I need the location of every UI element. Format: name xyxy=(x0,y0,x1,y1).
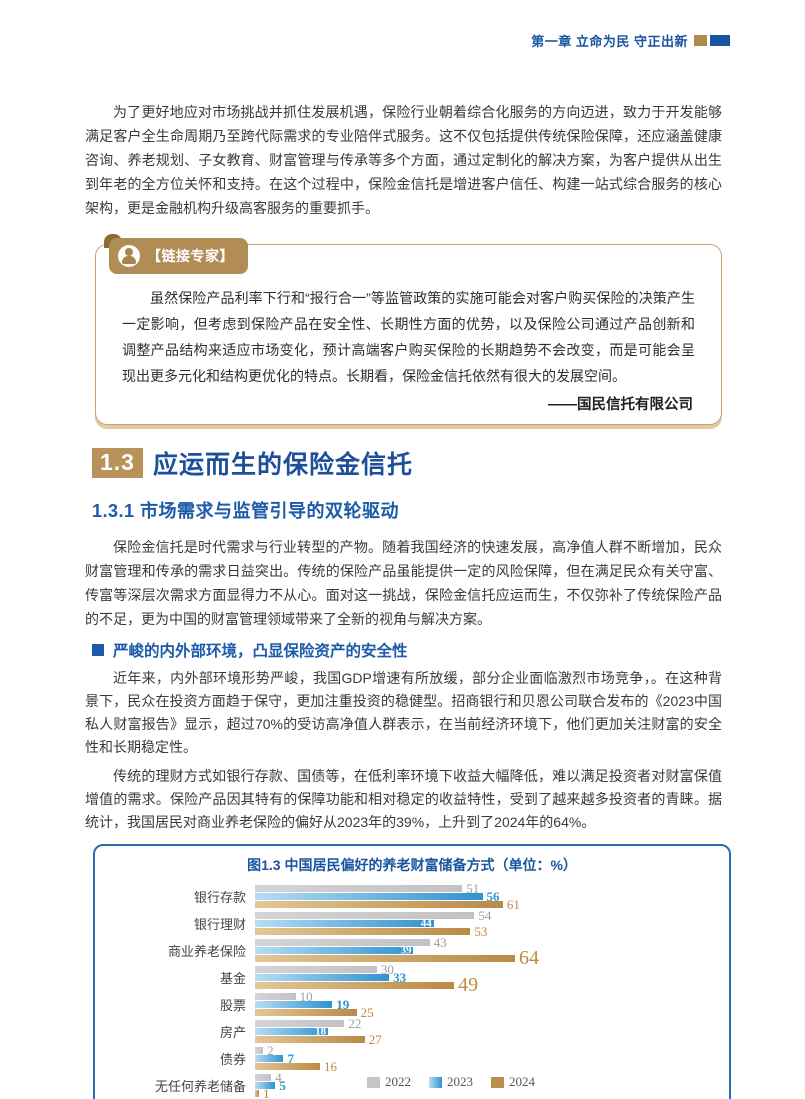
bar-2024 xyxy=(255,1090,260,1097)
bar-value-label: 61 xyxy=(506,897,520,912)
chart-row: 银行存款 51 56 61 xyxy=(95,881,729,912)
bar-value-label: 1 xyxy=(263,1086,270,1099)
bar-2024 xyxy=(255,982,455,989)
bullet-square-icon xyxy=(92,644,104,656)
chart-row: 股票 10 19 25 xyxy=(95,989,729,1020)
bar-value-label: 56 xyxy=(486,889,500,904)
bullet-heading-text: 严峻的内外部环境，凸显保险资产的安全性 xyxy=(113,643,408,660)
bar-value-label: 33 xyxy=(393,970,407,985)
bar-value-label: 44 xyxy=(420,917,432,929)
chart-category-label: 债券 xyxy=(219,1051,246,1067)
figure-1-3-chart: 图1.3 中国居民偏好的养老财富储备方式（单位：%） 银行存款 51 56 61 银行理… xyxy=(93,844,731,1099)
bar-value-label: 53 xyxy=(474,924,488,939)
legend-label: 2023 xyxy=(447,1074,473,1089)
section-number-badge: 1.3 xyxy=(92,448,143,478)
bar-2022 xyxy=(255,885,463,892)
chart-row: 债券 2 7 16 xyxy=(95,1043,729,1074)
bar-2024 xyxy=(255,1009,357,1016)
bar-2023 xyxy=(255,893,483,900)
bar-value-label: 18 xyxy=(315,1025,327,1037)
bar-2022 xyxy=(255,993,296,1000)
bar-value-label: 7 xyxy=(287,1051,294,1066)
chart-category-label: 银行理财 xyxy=(193,916,246,932)
chart-row: 房产 22 18 27 xyxy=(95,1016,729,1047)
expert-attribution: ——国民信托有限公司 xyxy=(548,397,693,413)
legend-label: 2024 xyxy=(509,1074,535,1089)
chart-row: 基金 30 33 49 xyxy=(95,962,729,996)
bar-value-label: 19 xyxy=(336,997,350,1012)
page-header: 第一章 立命为民 守正出新 xyxy=(0,0,805,50)
bar-value-label: 54 xyxy=(478,908,492,923)
bar-value-label: 16 xyxy=(324,1059,337,1074)
bar-2023: 39 xyxy=(255,944,414,956)
bar-2024 xyxy=(255,955,515,962)
chart-category-label: 股票 xyxy=(219,997,246,1013)
bar-value-label: 49 xyxy=(458,974,479,996)
legend-swatch xyxy=(491,1076,504,1088)
expert-quote-text: 虽然保险产品利率下行和“报行合一”等监管政策的实施可能会对客户购买保险的决策产生… xyxy=(122,290,695,384)
bar-2022 xyxy=(255,912,475,919)
chart-row: 商业养老保险 43 39 64 xyxy=(95,935,729,969)
legend-swatch xyxy=(429,1076,442,1088)
section-title: 应运而生的保险金信托 xyxy=(152,451,413,479)
bar-2023 xyxy=(255,1055,284,1062)
bar-value-label: 64 xyxy=(519,947,539,969)
bar-value-label: 5 xyxy=(279,1078,286,1093)
bar-2024 xyxy=(255,901,503,908)
chart-category-label: 房产 xyxy=(219,1024,246,1040)
bar-value-label: 25 xyxy=(360,1005,374,1020)
paragraph-environment: 近年来，内外部环境形势严峻，我国GDP增速有所放缓，部分企业面临激烈市场竞争，。… xyxy=(85,670,722,755)
paragraph-traditional-wealth: 传统的理财方式如银行存款、国债等，在低利率环境下收益大幅降低，难以满足投资者对财… xyxy=(85,768,722,830)
bar-2023: 18 xyxy=(255,1025,329,1037)
legend-item-2023: 2023 xyxy=(429,1074,473,1090)
chart-category-label: 基金 xyxy=(219,970,246,986)
chart-title: 图1.3 中国居民偏好的养老财富储备方式（单位：%） xyxy=(247,857,577,873)
subsection-title: 1.3.1 市场需求与监管引导的双轮驱动 xyxy=(92,501,400,521)
paragraph-intro: 为了更好地应对市场挑战并抓住发展机遇，保险行业朝着综合化服务的方向迈进，致力于开… xyxy=(85,104,722,216)
callout-tab-label: 【链接专家】 xyxy=(147,248,234,264)
bar-2022 xyxy=(255,1020,345,1027)
legend-label: 2022 xyxy=(385,1074,411,1089)
bar-2022 xyxy=(255,939,430,946)
bar-value-label: 2 xyxy=(267,1043,274,1058)
bar-2023 xyxy=(255,1001,333,1008)
callout-tab: 【链接专家】 xyxy=(109,238,248,274)
bullet-heading: 严峻的内外部环境，凸显保险资产的安全性 xyxy=(92,639,805,661)
bar-2022 xyxy=(255,1074,272,1081)
paragraph-market-demand: 保险金信托是时代需求与行业转型的产物。随着我国经济的快速发展，高净值人群不断增加… xyxy=(85,539,722,627)
bar-value-label: 22 xyxy=(348,1016,362,1031)
bar-value-label: 51 xyxy=(466,881,480,896)
bar-2023 xyxy=(255,974,390,981)
chart-plot-area: 银行存款 51 56 61 银行理财 54 44 53 商业养老保险 43 39 64 基金 30 33 49… xyxy=(95,881,729,1099)
legend-item-2024: 2024 xyxy=(491,1074,535,1090)
bar-2024 xyxy=(255,1063,320,1070)
chart-row: 银行理财 54 44 53 xyxy=(95,908,729,939)
bar-value-label: 39 xyxy=(400,944,412,956)
chart-legend: 2022 2023 2024 xyxy=(367,1074,535,1090)
chart-category-label: 无任何养老储备 xyxy=(154,1078,246,1094)
person-icon xyxy=(118,245,140,267)
bar-2024 xyxy=(255,1036,365,1043)
bar-2023: 44 xyxy=(255,917,434,929)
bar-value-label: 4 xyxy=(275,1070,282,1085)
bar-2022 xyxy=(255,1047,264,1054)
bar-value-label: 10 xyxy=(299,989,313,1004)
section-heading: 1.3 应运而生的保险金信托 xyxy=(92,445,805,481)
chapter-title: 第一章 立命为民 守正出新 xyxy=(531,34,688,49)
header-gold-rect xyxy=(694,35,707,46)
bar-value-label: 43 xyxy=(433,935,447,950)
bar-value-label: 30 xyxy=(380,962,394,977)
bar-2022 xyxy=(255,966,377,973)
header-blue-rect xyxy=(710,35,730,46)
chart-row: 无任何养老储备 4 5 1 xyxy=(95,1070,729,1099)
chart-category-label: 商业养老保险 xyxy=(167,943,246,959)
bar-2023 xyxy=(255,1082,276,1089)
expert-link-callout: 【链接专家】 虽然保险产品利率下行和“报行合一”等监管政策的实施可能会对客户购买… xyxy=(95,234,722,425)
bar-2024 xyxy=(255,928,471,935)
chart-category-label: 银行存款 xyxy=(193,889,246,905)
legend-item-2022: 2022 xyxy=(367,1074,411,1090)
bar-value-label: 27 xyxy=(368,1032,382,1047)
legend-swatch xyxy=(367,1076,380,1088)
